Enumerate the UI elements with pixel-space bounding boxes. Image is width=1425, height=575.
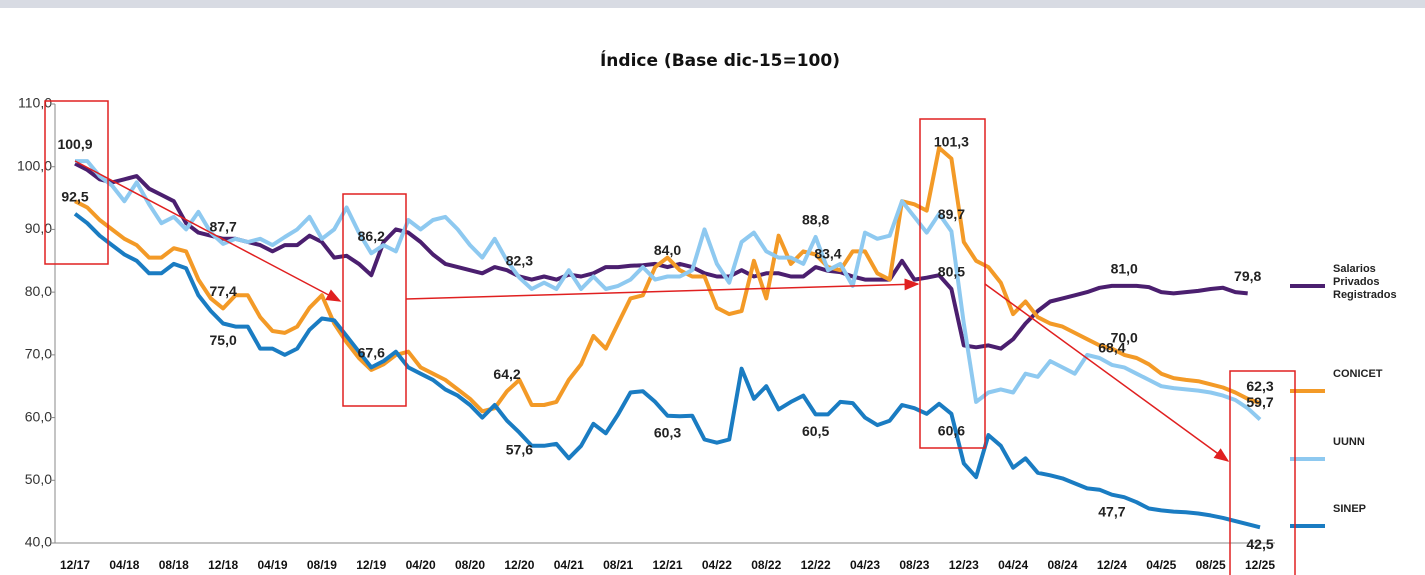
arrow [74, 160, 342, 302]
x-tick-label: 12/23 [949, 558, 979, 572]
data-label: 88,8 [802, 212, 829, 228]
chart: Índice (Base dic-15=100) 40,0 50,0 60,0 70,… [17, 49, 1325, 575]
series-line [75, 159, 1262, 421]
data-label: 59,7 [1246, 394, 1273, 410]
data-label: 47,7 [1098, 503, 1125, 519]
x-tick-label: 04/20 [406, 558, 436, 572]
data-label: 86,2 [358, 228, 385, 244]
data-label: 60,6 [938, 423, 965, 439]
x-tick-label: 12/17 [60, 558, 90, 572]
x-tick-label: 04/23 [850, 558, 880, 572]
y-tick-label: 100,0 [17, 157, 52, 173]
y-tick-label: 70,0 [25, 346, 52, 362]
highlight-box [342, 193, 407, 407]
series-line [74, 161, 1248, 351]
x-tick-label: 04/25 [1146, 558, 1176, 572]
legend-label: CONICET [1333, 368, 1383, 380]
data-label: 77,4 [210, 283, 237, 299]
data-label: 81,0 [1111, 261, 1138, 277]
x-tick-label: 04/18 [109, 558, 139, 572]
x-tick-label: 12/24 [1097, 558, 1127, 572]
y-tick-label: 90,0 [25, 220, 52, 236]
data-label: 82,3 [506, 252, 533, 268]
data-label: 89,7 [938, 206, 965, 222]
data-label: 84,0 [654, 242, 681, 258]
series-line [73, 212, 1261, 530]
highlight-box [919, 118, 986, 449]
data-label: 100,9 [57, 136, 92, 152]
data-label: 67,6 [358, 345, 385, 361]
x-tick-label: 12/19 [356, 558, 386, 572]
data-label: 83,4 [814, 246, 841, 262]
data-label: 92,5 [61, 188, 88, 204]
data-label: 80,5 [938, 264, 965, 280]
x-tick-label: 12/21 [652, 558, 682, 572]
data-label: 60,5 [802, 423, 829, 439]
y-tick-label: 50,0 [25, 471, 52, 487]
arrow [405, 278, 920, 300]
x-tick-label: 12/25 [1245, 558, 1275, 572]
series-line [74, 145, 1261, 414]
plot: 40,0 50,0 60,0 70,0 80,0 90,0 100,0 110,0 12/17 0… [17, 95, 1325, 572]
x-tick-label: 08/22 [751, 558, 781, 572]
highlight-box [1229, 370, 1296, 575]
y-tick-label: 40,0 [25, 534, 52, 550]
data-label: 70,0 [1111, 330, 1138, 346]
data-label: 42,5 [1246, 536, 1273, 552]
legend-label: UUNN [1333, 436, 1365, 448]
data-label: 87,7 [210, 219, 237, 235]
y-tick-label: 80,0 [25, 283, 52, 299]
x-tick-label: 08/20 [455, 558, 485, 572]
x-tick-label: 08/19 [307, 558, 337, 572]
value-labels: 84,0 83,4 80,5 81,0 79,8 77,4 67,6 64,2 101,3 70,… [57, 133, 1273, 552]
x-tick-label: 04/21 [554, 558, 584, 572]
highlight-box [44, 100, 109, 265]
x-tick-label: 12/22 [801, 558, 831, 572]
data-label: 68,4 [1098, 340, 1125, 356]
x-tick-label: 04/22 [702, 558, 732, 572]
y-tick-label: 110,0 [18, 95, 52, 111]
x-tick-label: 04/24 [998, 558, 1028, 572]
chart-title: Índice (Base dic-15=100) [600, 49, 840, 71]
data-label: 75,0 [210, 332, 237, 348]
x-tick-label: 12/18 [208, 558, 238, 572]
chart-panel: Índice (Base dic-15=100) 40,0 50,0 60,0 70,… [0, 8, 1425, 575]
x-tick-label: 08/25 [1196, 558, 1226, 572]
x-tick-label: 04/19 [257, 558, 287, 572]
data-label: 62,3 [1246, 378, 1273, 394]
x-tick-label: 08/24 [1047, 558, 1077, 572]
data-label: 64,2 [493, 366, 520, 382]
y-tick-label: 60,0 [25, 408, 52, 424]
legend-label: SINEP [1333, 503, 1367, 515]
x-tick-label: 08/23 [899, 558, 929, 572]
data-label: 60,3 [654, 424, 681, 440]
arrow [984, 283, 1230, 462]
x-tick-label: 08/21 [603, 558, 633, 572]
data-label: 57,6 [506, 441, 533, 457]
x-tick-label: 08/18 [159, 558, 189, 572]
x-tick-label: 12/20 [504, 558, 534, 572]
highlight-boxes [44, 100, 1296, 575]
legend-label: Salarios Privados Registrados [1333, 263, 1397, 301]
data-label: 101,3 [934, 133, 969, 149]
data-label: 79,8 [1234, 268, 1261, 284]
